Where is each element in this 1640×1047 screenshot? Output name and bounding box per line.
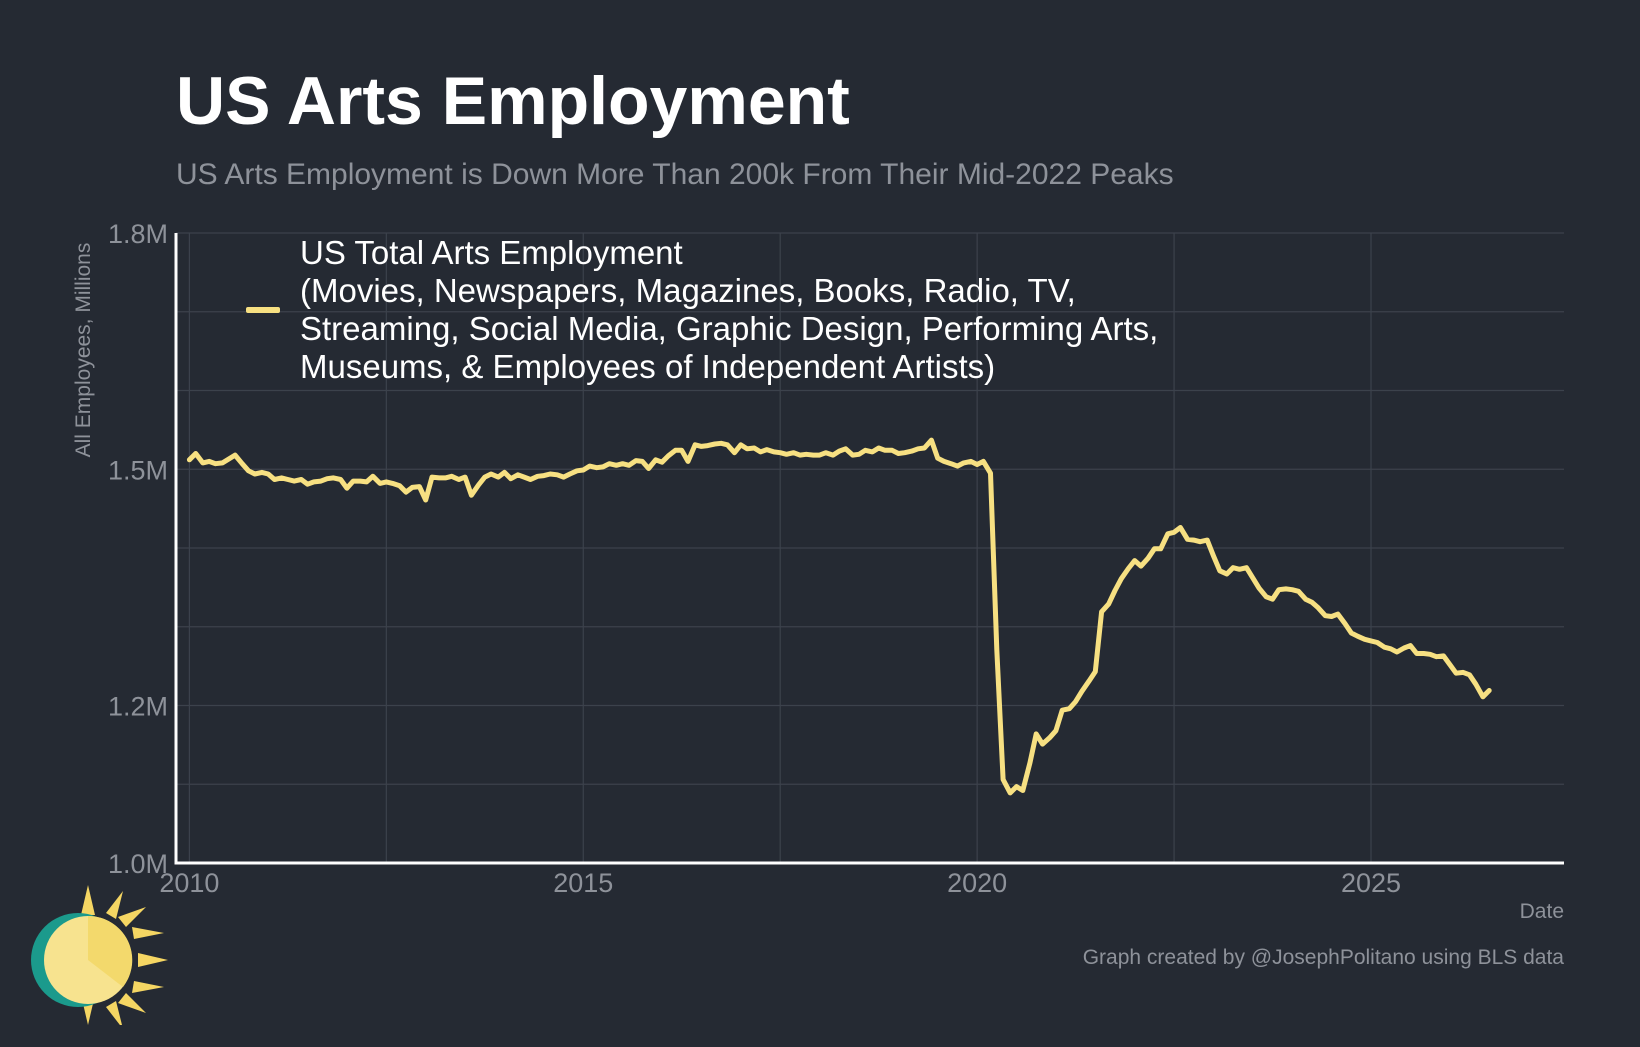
legend-label-title: US Total Arts Employment [300, 234, 683, 271]
chart-title: US Arts Employment [176, 63, 850, 139]
x-tick-label: 2020 [947, 868, 1007, 898]
series-line-us-total-arts-employment [186, 437, 1492, 796]
x-tick-label: 2025 [1341, 868, 1401, 898]
sun-logo-icon [31, 885, 168, 1025]
legend-label-description: (Movies, Newspapers, Magazines, Books, R… [300, 272, 1159, 385]
legend-label: US Total Arts Employment (Movies, Newspap… [300, 234, 1240, 386]
y-tick-label: 1.0M [108, 849, 168, 879]
y-tick-label: 1.8M [108, 219, 168, 249]
x-tick-label: 2010 [159, 868, 219, 898]
y-axis-label: All Employees, Millions [72, 242, 95, 458]
y-tick-label: 1.2M [108, 692, 168, 722]
chart-subtitle: US Arts Employment is Down More Than 200… [176, 158, 1174, 191]
grid [176, 232, 1564, 864]
legend: US Total Arts Employment (Movies, Newspap… [246, 234, 1240, 386]
y-tick-label: 1.5M [108, 455, 168, 485]
legend-swatch [246, 307, 280, 313]
axes [174, 233, 1564, 865]
series-layer [186, 437, 1492, 796]
x-tick-label: 2015 [553, 868, 613, 898]
x-axis-label: Date [1519, 900, 1564, 923]
credit-text: Graph created by @JosephPolitano using B… [1082, 946, 1564, 969]
tick-labels: 1.0M 1.2M 1.5M 1.8M 2010 2015 2020 2025 [108, 219, 1401, 898]
